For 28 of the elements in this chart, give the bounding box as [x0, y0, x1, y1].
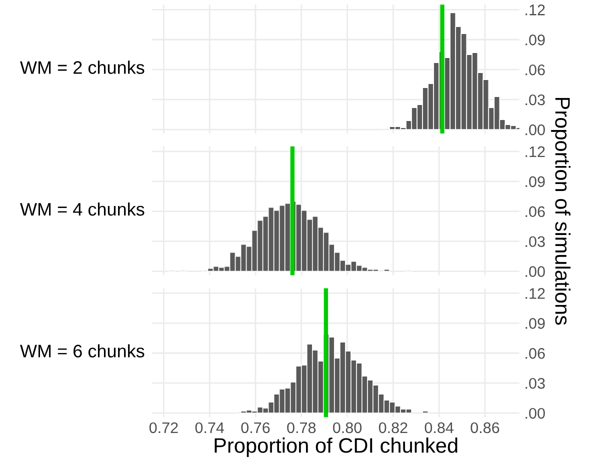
- x-tick-label: 0.78: [287, 422, 316, 434]
- x-tick-label: 0.82: [378, 422, 408, 434]
- y-tick-label: .06: [526, 206, 545, 218]
- y-tick-label: .09: [526, 318, 545, 329]
- y-tick-label: .09: [526, 34, 545, 46]
- y-axis-title: Proportion of simulations: [551, 98, 570, 325]
- y-tick-label: .03: [526, 94, 545, 106]
- x-tick-label: 0.80: [333, 422, 362, 434]
- y-tick-label: .06: [526, 348, 545, 359]
- text: WM = 6 chunks: [20, 344, 144, 358]
- text: WM = 4 chunks: [20, 202, 144, 216]
- y-tick-label: .00: [526, 266, 545, 277]
- x-tick-label: 0.84: [424, 422, 454, 434]
- x-tick-label: 0.86: [470, 422, 500, 434]
- y-tick-label: .00: [526, 124, 545, 136]
- y-tick-label: .00: [526, 408, 545, 419]
- y-tick-label: .03: [526, 236, 545, 248]
- y-tick-label: .06: [526, 64, 545, 76]
- x-tick-label: 0.74: [195, 422, 224, 434]
- y-tick-label: .12: [526, 4, 545, 16]
- y-tick-label: .12: [526, 146, 545, 157]
- x-axis-title: Proportion of CDI chunked: [214, 438, 458, 457]
- text: WM = 2 chunks: [20, 60, 144, 74]
- x-tick-label: 0.72: [149, 422, 178, 434]
- y-tick-label: .03: [526, 378, 545, 389]
- y-tick-label: .09: [526, 176, 545, 188]
- y-tick-label: .12: [526, 288, 545, 299]
- x-tick-label: 0.76: [241, 422, 270, 434]
